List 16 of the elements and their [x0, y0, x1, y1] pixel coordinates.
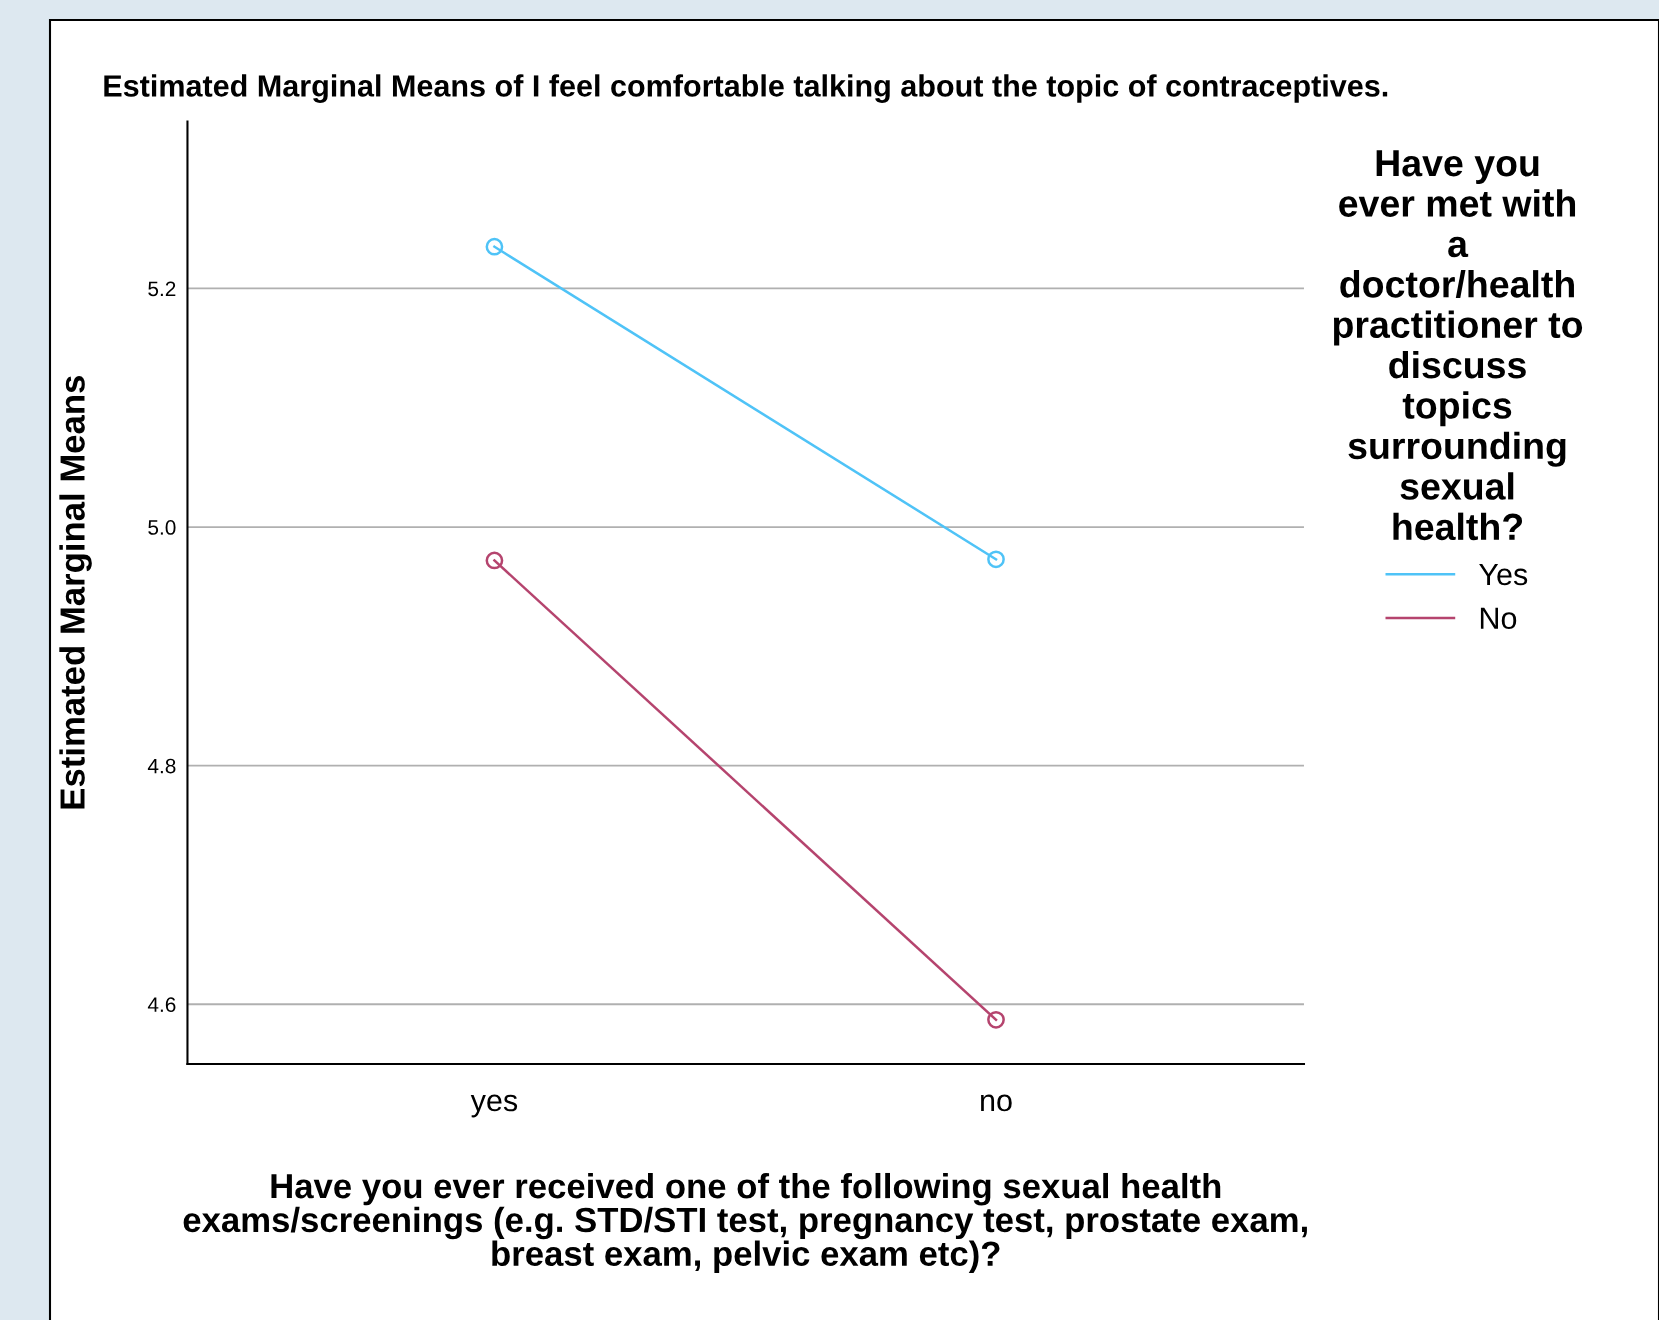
- y-tick-label: 4.8: [147, 758, 176, 774]
- legend-label: Yes: [1479, 563, 1528, 586]
- x-tick-label: yes: [470, 1094, 518, 1118]
- legend-label: No: [1480, 607, 1517, 630]
- y-tick-label: 5.0: [148, 520, 176, 535]
- y-tick-label: 4.6: [147, 997, 176, 1013]
- chart-title: Estimated Marginal Means of I feel comfortable talking about the topic of contraceptives.: [104, 74, 1388, 103]
- text: Have you ever met with a doctor/health practitioner to discuss topics surrounding sexual health?: [1333, 150, 1583, 541]
- point: [485, 551, 504, 570]
- point: [987, 1010, 1005, 1029]
- x-axis-title: Have you ever received one of the following sexual health exams/screenings (e.g. STD/STI test, pregnancy test, prostate exam, breast exam, pelvic exam etc)?: [183, 1172, 1307, 1273]
- x-tick-label: no: [981, 1094, 1012, 1112]
- y-axis-title: Estimated Marginal Means: [59, 376, 92, 809]
- point: [485, 237, 504, 256]
- point: [987, 550, 1005, 569]
- y-tick-label: 5.2: [148, 281, 176, 297]
